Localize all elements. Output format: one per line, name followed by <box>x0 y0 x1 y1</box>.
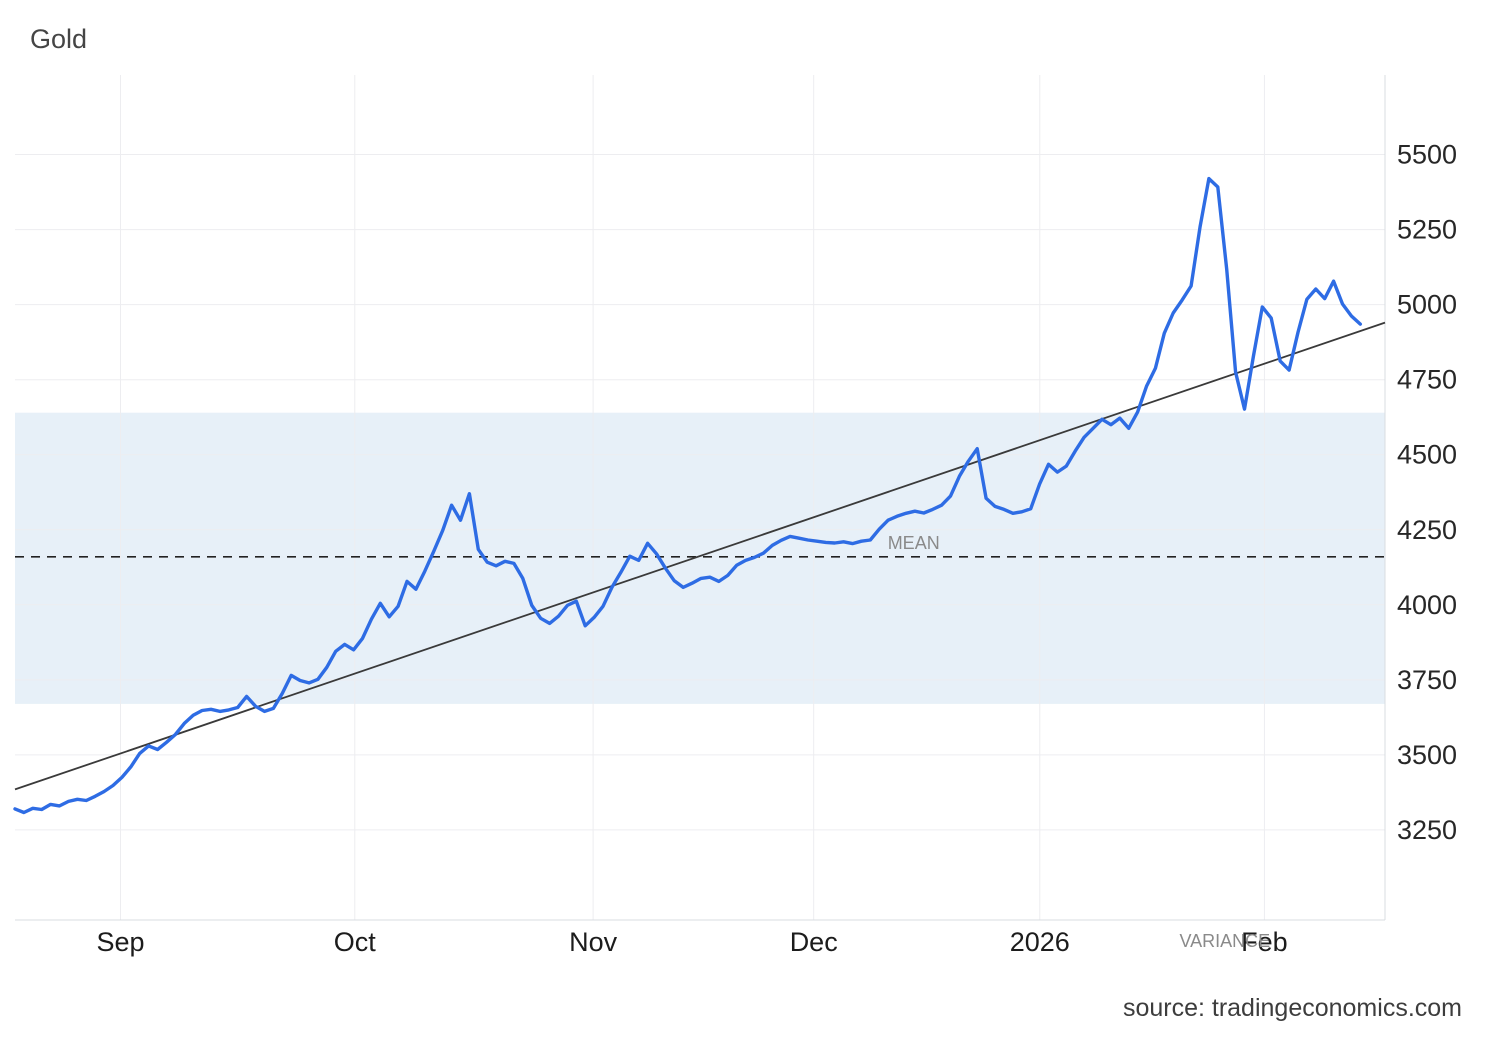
chart-title: Gold <box>30 24 88 54</box>
price-line[interactable] <box>13 176 1363 815</box>
x-axis-tick-label: Dec <box>790 927 838 957</box>
price-chart-canvas[interactable]: 3250 3500 3750 4000 4250 4500 4750 5000 5250 5500… <box>0 75 1500 980</box>
y-axis-tick-label: 5250 <box>1397 215 1457 245</box>
variance-label: VARIANCE <box>1180 931 1271 951</box>
y-axis-tick-label: 4000 <box>1397 590 1457 620</box>
y-axis-tick-label: 4500 <box>1397 440 1457 470</box>
mean-label: MEAN <box>888 533 940 553</box>
source-attribution: source: tradingeconomics.com <box>1122 994 1462 1022</box>
x-axis-tick-label: Nov <box>569 927 618 957</box>
y-axis-tick-label: 4750 <box>1397 365 1457 395</box>
y-axis-tick-label: 4250 <box>1397 515 1457 545</box>
x-axis-tick-label: Feb <box>1241 927 1288 957</box>
x-axis-tick-label: Sep <box>96 927 144 957</box>
y-axis-tick-label: 3500 <box>1397 740 1457 770</box>
x-axis-tick-label: 2026 <box>1010 927 1070 957</box>
x-axis-tick-label: Oct <box>334 927 377 957</box>
y-axis-tick-label: 3750 <box>1397 665 1457 695</box>
variance-band <box>15 412 1385 704</box>
trend-line <box>14 321 1386 791</box>
y-axis-tick-label: 5000 <box>1397 290 1457 320</box>
y-axis-tick-label: 3250 <box>1397 815 1457 845</box>
y-axis-tick-label: 5500 <box>1397 140 1457 170</box>
